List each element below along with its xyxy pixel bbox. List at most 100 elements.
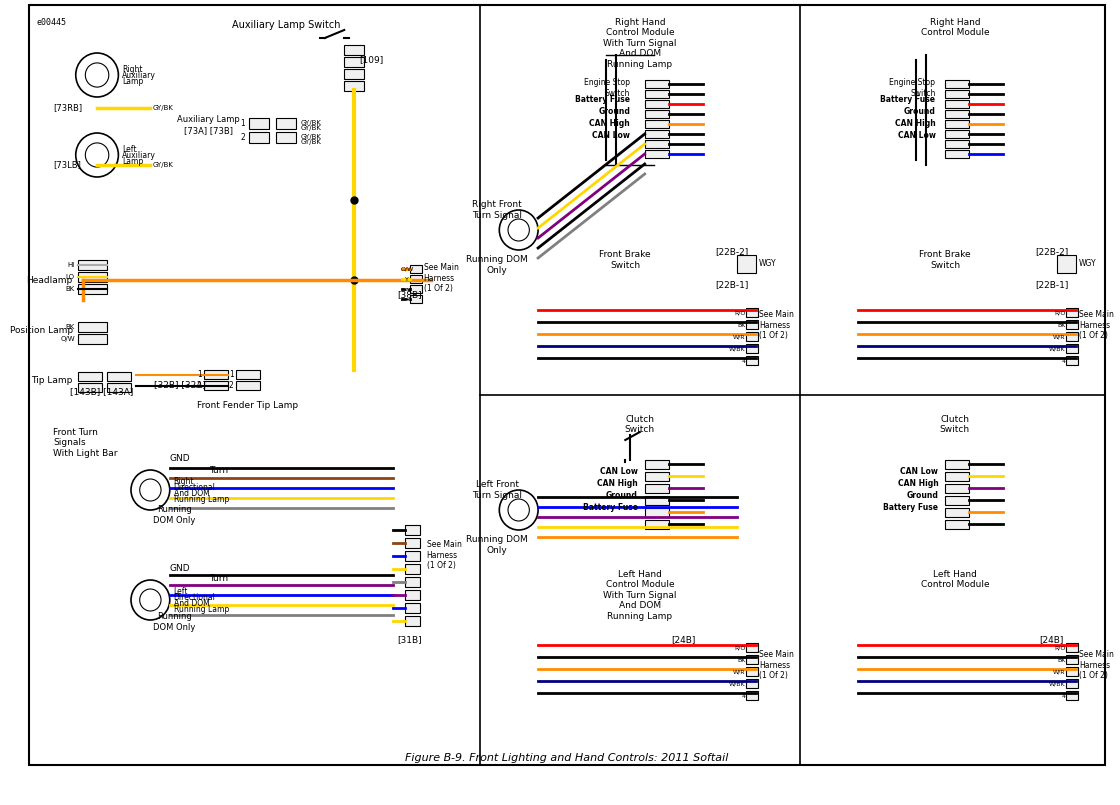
Bar bbox=[344, 45, 364, 55]
Bar bbox=[645, 80, 669, 88]
Bar bbox=[77, 372, 102, 381]
Text: Left Hand
Control Module: Left Hand Control Module bbox=[921, 570, 989, 589]
Bar bbox=[645, 520, 669, 529]
Bar bbox=[945, 100, 970, 108]
Text: See Main
Harness
(1 Of 2): See Main Harness (1 Of 2) bbox=[1079, 650, 1113, 680]
Text: [22B-2]: [22B-2] bbox=[1035, 247, 1068, 257]
Bar bbox=[746, 320, 758, 329]
Text: See Main
Harness
(1 Of 2): See Main Harness (1 Of 2) bbox=[427, 540, 461, 570]
Text: W/R: W/R bbox=[732, 335, 746, 340]
Bar bbox=[250, 118, 269, 129]
Text: Tip Lamp: Tip Lamp bbox=[31, 375, 73, 385]
Bar bbox=[410, 265, 422, 273]
Bar bbox=[1066, 655, 1077, 664]
Bar bbox=[945, 150, 970, 158]
Text: WGY: WGY bbox=[1079, 258, 1096, 267]
Text: Front Turn
Signals
With Light Bar: Front Turn Signals With Light Bar bbox=[54, 428, 118, 458]
Bar bbox=[746, 308, 758, 317]
Bar bbox=[645, 460, 669, 469]
Text: R/O: R/O bbox=[734, 646, 746, 650]
Text: BK: BK bbox=[737, 323, 746, 328]
Text: 2: 2 bbox=[197, 381, 202, 390]
Text: Auxiliary: Auxiliary bbox=[122, 151, 156, 159]
Text: Clutch
Switch: Clutch Switch bbox=[940, 415, 970, 435]
Text: Battery Fuse: Battery Fuse bbox=[880, 96, 935, 105]
Bar bbox=[945, 496, 970, 505]
Text: [22B-2]: [22B-2] bbox=[716, 247, 748, 257]
Text: [143B] [143A]: [143B] [143A] bbox=[71, 387, 133, 397]
Text: CAN Low: CAN Low bbox=[900, 467, 939, 476]
Text: W/R: W/R bbox=[732, 670, 746, 675]
Text: GY/BK: GY/BK bbox=[300, 134, 321, 140]
Bar bbox=[746, 679, 758, 688]
Bar bbox=[645, 100, 669, 108]
Text: GY/BK: GY/BK bbox=[300, 120, 321, 126]
Bar bbox=[645, 508, 669, 517]
Text: CAN Low: CAN Low bbox=[600, 467, 638, 476]
Bar bbox=[344, 81, 364, 91]
Bar bbox=[645, 496, 669, 505]
Text: Right Hand
Control Module: Right Hand Control Module bbox=[921, 18, 989, 37]
Bar bbox=[645, 110, 669, 118]
Bar bbox=[77, 260, 106, 270]
Bar bbox=[405, 551, 420, 561]
Bar bbox=[645, 120, 669, 128]
Text: BK: BK bbox=[1057, 658, 1065, 663]
Text: GND: GND bbox=[169, 453, 189, 463]
Text: 1: 1 bbox=[228, 369, 234, 378]
Text: Turn: Turn bbox=[208, 573, 227, 583]
Text: Ground: Ground bbox=[606, 490, 638, 499]
Text: Lamp: Lamp bbox=[122, 156, 143, 166]
Text: Left: Left bbox=[174, 587, 188, 596]
Bar bbox=[945, 140, 970, 148]
Text: See Main
Harness
(1 Of 2): See Main Harness (1 Of 2) bbox=[759, 310, 794, 340]
Text: Turn: Turn bbox=[208, 465, 227, 474]
Text: [22B-1]: [22B-1] bbox=[716, 280, 748, 290]
Text: 2: 2 bbox=[241, 133, 245, 142]
Text: Ground: Ground bbox=[904, 108, 935, 117]
Text: CAN Low: CAN Low bbox=[897, 131, 935, 141]
Text: HI: HI bbox=[67, 262, 75, 268]
Bar bbox=[645, 90, 669, 98]
Bar bbox=[77, 383, 102, 392]
Text: Battery Fuse: Battery Fuse bbox=[576, 96, 631, 105]
Bar bbox=[235, 370, 260, 379]
Text: Left Hand
Control Module
With Turn Signal
And DOM
Running Lamp: Left Hand Control Module With Turn Signa… bbox=[603, 570, 676, 621]
Bar bbox=[405, 590, 420, 600]
Text: Lamp: Lamp bbox=[122, 76, 143, 85]
Text: LO: LO bbox=[66, 274, 75, 280]
Text: [22B-1]: [22B-1] bbox=[1035, 280, 1068, 290]
Text: 4: 4 bbox=[1062, 358, 1065, 364]
Bar bbox=[1066, 679, 1077, 688]
Text: Running Lamp: Running Lamp bbox=[174, 494, 228, 503]
Text: 4: 4 bbox=[741, 693, 746, 699]
Text: V: V bbox=[405, 287, 409, 291]
Text: [24B]: [24B] bbox=[1039, 635, 1064, 645]
Text: Auxiliary Lamp Switch: Auxiliary Lamp Switch bbox=[232, 20, 340, 30]
Text: Auxiliary Lamp
[73A] [73B]: Auxiliary Lamp [73A] [73B] bbox=[177, 115, 240, 134]
Bar bbox=[405, 525, 420, 535]
Bar bbox=[645, 150, 669, 158]
Text: GY/BK: GY/BK bbox=[300, 139, 321, 145]
Text: R/O: R/O bbox=[734, 311, 746, 316]
Text: R/O: R/O bbox=[1054, 311, 1065, 316]
Bar bbox=[250, 132, 269, 143]
Bar bbox=[746, 667, 758, 676]
Text: e00445: e00445 bbox=[36, 18, 66, 27]
Text: Left: Left bbox=[122, 145, 137, 154]
Text: Running
DOM Only: Running DOM Only bbox=[153, 613, 196, 632]
Text: CAN High: CAN High bbox=[589, 119, 631, 129]
Bar bbox=[645, 140, 669, 148]
Text: R/O: R/O bbox=[1054, 646, 1065, 650]
Text: GND: GND bbox=[169, 564, 189, 572]
Text: Auxiliary: Auxiliary bbox=[122, 71, 156, 80]
Bar bbox=[945, 110, 970, 118]
Text: Y: Y bbox=[405, 276, 409, 282]
Text: Right Hand
Control Module
With Turn Signal
And DOM
Running Lamp: Right Hand Control Module With Turn Sign… bbox=[603, 18, 676, 68]
Bar bbox=[204, 370, 227, 379]
Text: 4: 4 bbox=[741, 358, 746, 364]
Bar bbox=[746, 691, 758, 700]
Text: [31B]: [31B] bbox=[398, 635, 422, 645]
Bar bbox=[77, 284, 106, 294]
Bar bbox=[1066, 356, 1077, 365]
